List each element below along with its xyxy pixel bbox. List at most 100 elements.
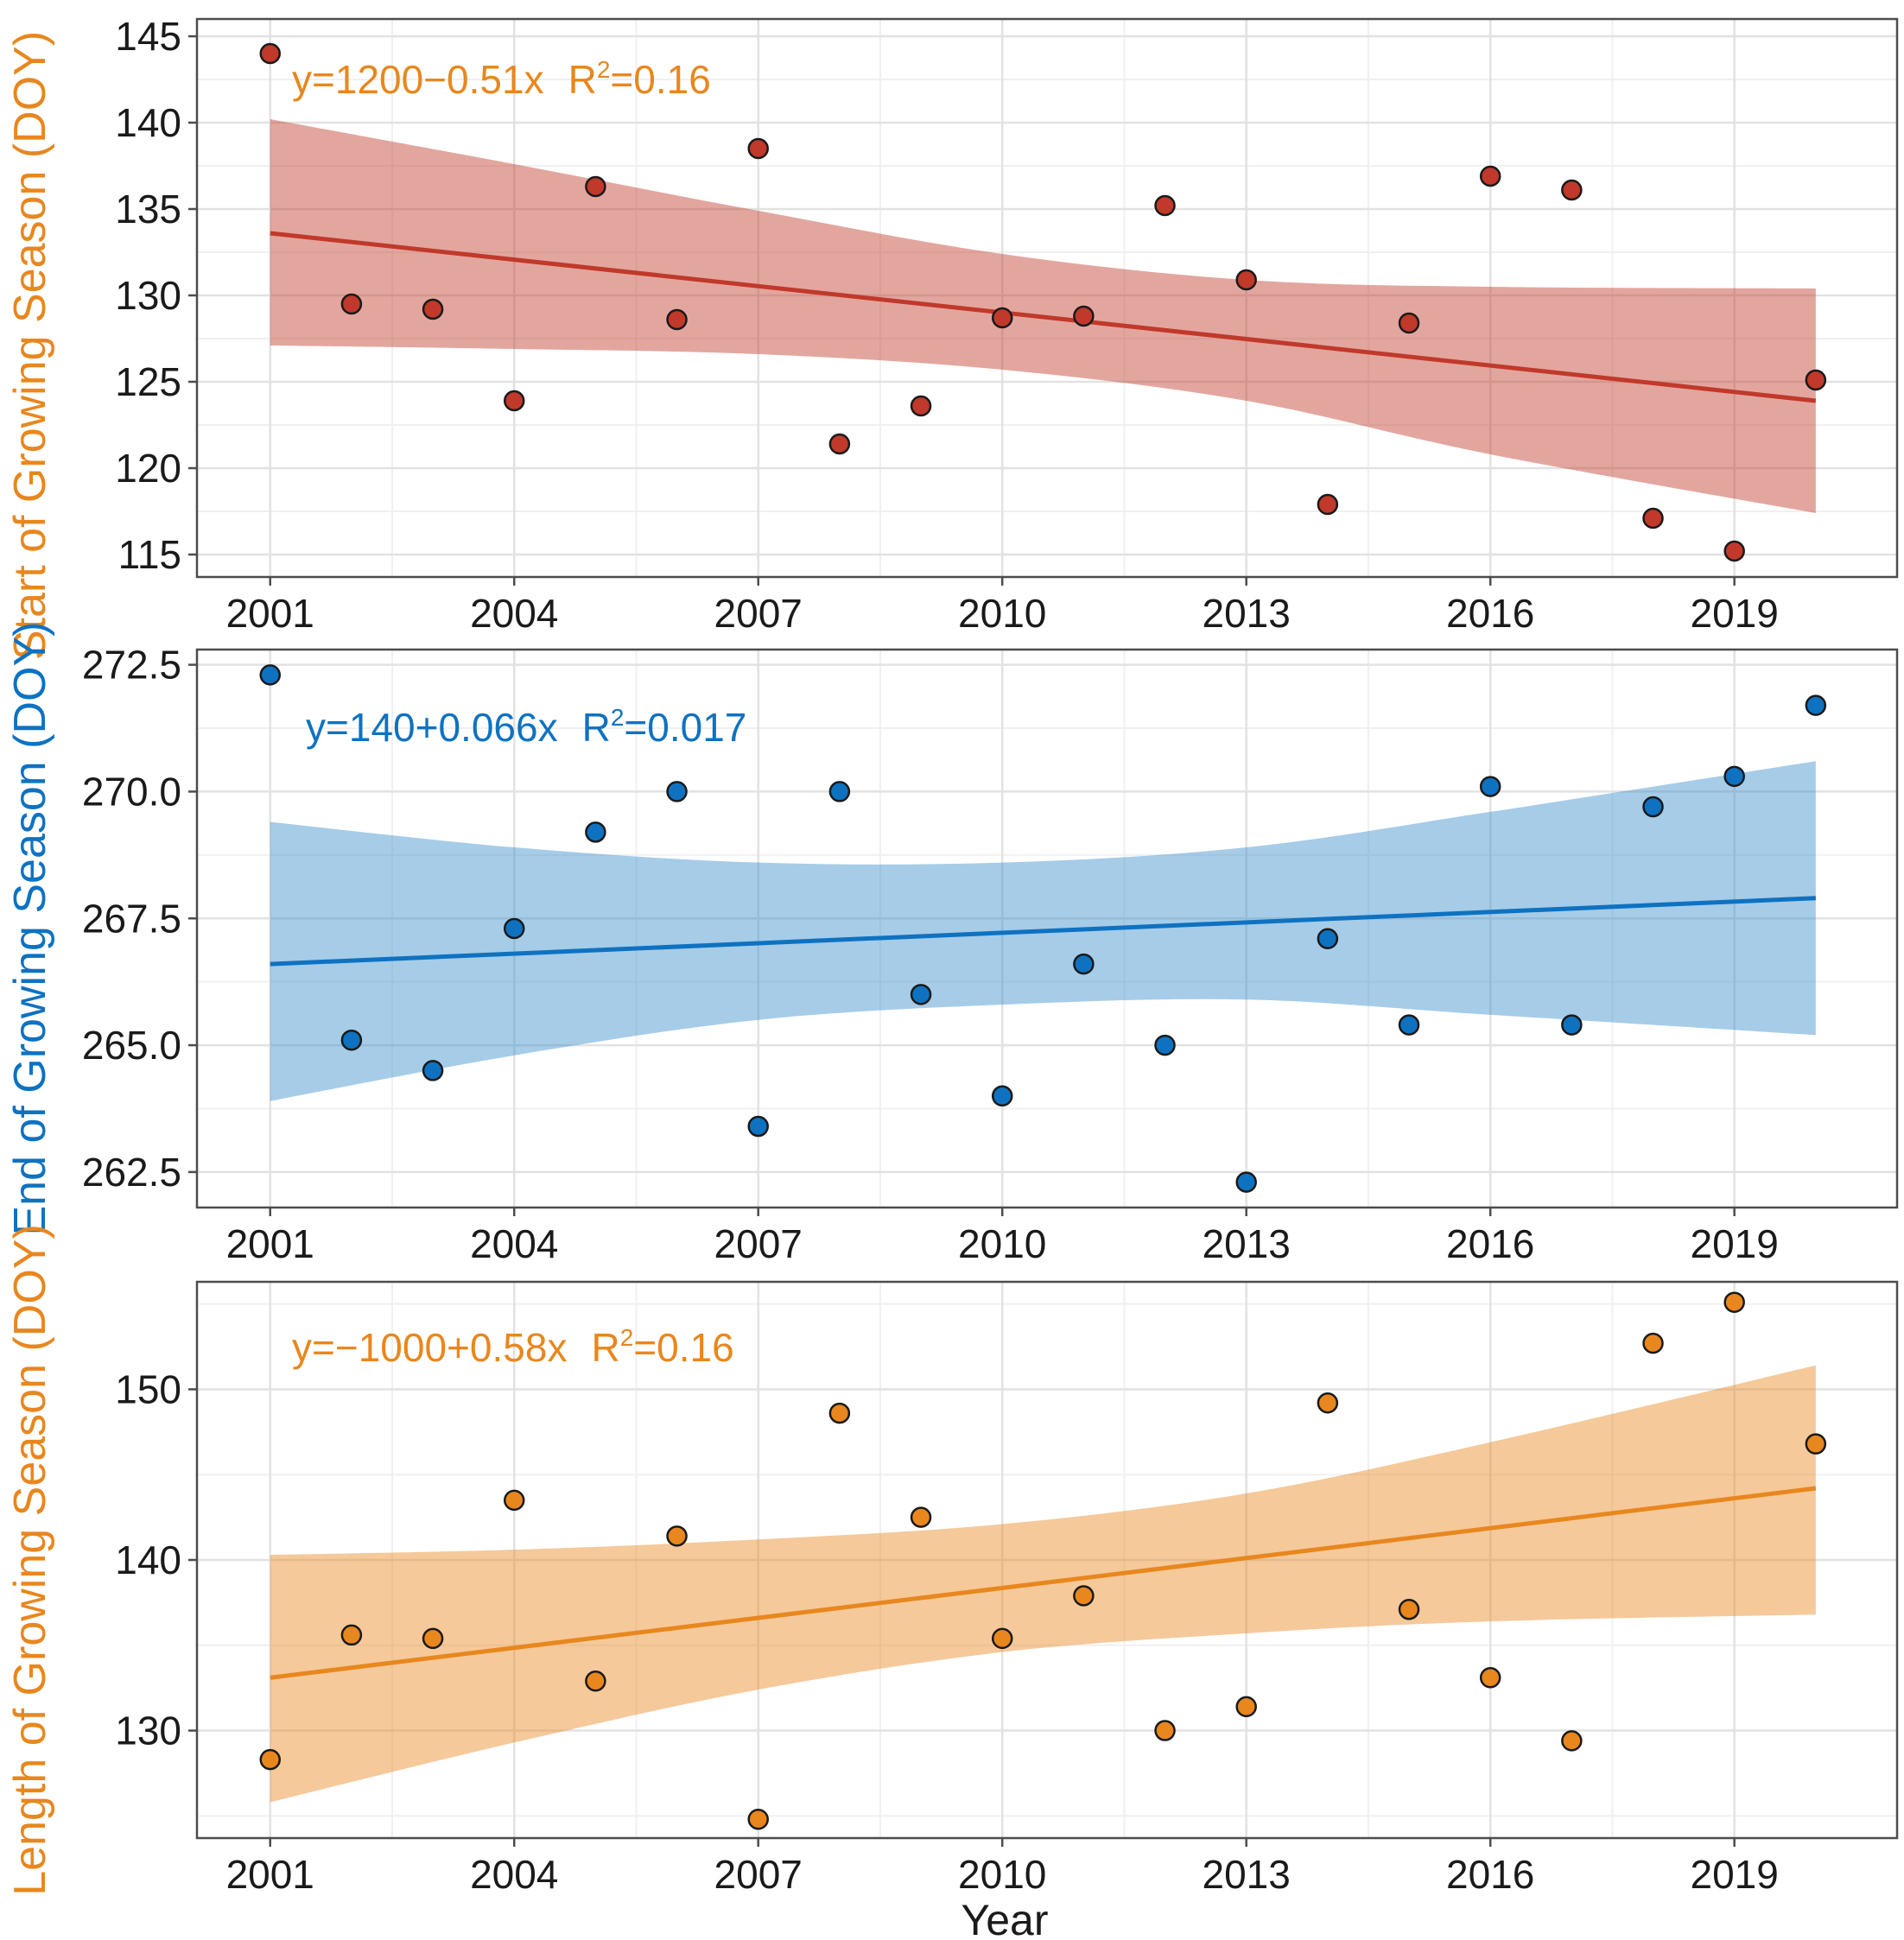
data-point [1479,1667,1501,1689]
x-tick-label: 2004 [470,1852,558,1897]
data-point [666,308,688,331]
data-point [585,1671,606,1692]
r-squared-superscript: 2 [620,1324,634,1351]
y-tick-label: 120 [115,446,181,491]
data-point [1154,194,1176,217]
data-point [1561,179,1583,201]
y-tick-label: 145 [115,14,181,59]
length-y-axis-title: Length of Growing Season (DOY) [5,1224,55,1896]
x-tick-label: 2001 [226,1221,314,1266]
data-point [259,42,281,65]
x-tick-label: 2013 [1203,1852,1291,1897]
y-tick-label: 262.5 [82,1150,181,1195]
panel-border [195,648,1899,1209]
y-tick-label: 140 [115,1537,181,1582]
r-squared-label: R [591,1325,619,1370]
r-squared-superscript: 2 [597,56,611,83]
x-tick-label: 2019 [1691,1221,1779,1266]
data-point [666,781,688,802]
x-tick-label: 2016 [1446,1852,1534,1897]
data-point [503,390,525,412]
x-tick-label: 2004 [470,1221,558,1266]
data-point [910,984,932,1005]
y-tick-label: 130 [115,273,181,318]
data-point [1398,1014,1420,1036]
data-point [828,433,851,455]
data-point [1642,507,1664,529]
data-point [503,1489,525,1512]
data-point [1235,1171,1257,1193]
x-tick-label: 2013 [1203,591,1291,636]
data-point [910,1506,932,1528]
y-tick-label: 125 [115,359,181,404]
data-point [503,917,525,940]
data-point [1479,776,1501,797]
data-point [1805,369,1827,391]
data-point [259,664,281,686]
x-tick-label: 2016 [1446,591,1534,636]
r-squared-label: R [568,57,597,102]
data-point [828,781,851,802]
y-tick-label: 150 [115,1366,181,1411]
data-point [747,137,769,160]
x-tick-label: 2007 [714,1852,803,1897]
y-tick-label: 115 [118,532,181,577]
x-tick-label: 2010 [958,591,1046,636]
data-point [1642,796,1664,818]
equation-text: y=−1000+0.58x [292,1325,567,1370]
data-point [991,1627,1013,1650]
data-point [991,1085,1013,1107]
data-point [259,1748,281,1771]
x-tick-label: 2013 [1203,1221,1291,1266]
data-point [1154,1720,1176,1741]
data-point [1073,953,1095,975]
x-tick-label: 2004 [470,591,558,636]
y-tick-label: 267.5 [82,896,181,941]
data-point [1723,540,1745,562]
data-point [1561,1014,1583,1036]
plot-area [197,19,1897,577]
r-squared-superscript: 2 [611,704,625,731]
data-point [585,175,606,198]
x-tick-label: 2001 [226,1852,314,1897]
end-y-axis-title: End of Growing Season (DOY) [5,622,55,1236]
regression-line [270,896,1816,967]
data-point [1154,1034,1176,1056]
plot-area [197,650,1897,1208]
data-point [1805,1433,1827,1455]
panel-end: End of Growing Season (DOY) 2001 2004 2007… [5,622,1899,1266]
data-point [666,1525,688,1547]
data-point [340,1624,363,1646]
data-point [1073,305,1095,327]
data-point [1723,765,1745,788]
y-tick-label: 135 [115,187,181,231]
regression-equation: y=−1000+0.58x R2=0.16 [292,1324,734,1370]
data-point [1561,1730,1583,1752]
data-point [1235,1696,1257,1718]
x-tick-label: 2001 [226,591,314,636]
data-point [1235,269,1257,291]
start-y-axis-title: Start of Growing Season (DOY) [5,31,55,660]
data-point [910,395,932,417]
panel-border [195,17,1899,579]
y-tick-label: 270.0 [82,769,181,814]
data-point [340,293,363,315]
regression-equation: y=140+0.066x R2=0.017 [306,704,746,750]
x-tick-label: 2010 [958,1221,1046,1266]
x-tick-label: 2007 [714,1221,803,1266]
x-tick-label: 2016 [1446,1221,1534,1266]
r-squared-value: =0.16 [633,1325,733,1370]
data-point [747,1809,769,1830]
data-point [1398,312,1420,334]
data-point [1398,1599,1420,1620]
data-point [585,821,606,843]
regression-line [270,231,1817,403]
data-point [1317,493,1339,516]
panel-length: Length of Growing Season (DOY) 2001 2004 2… [5,1224,1899,1897]
data-point [1642,1332,1664,1354]
data-point [422,1627,444,1650]
x-axis-title: Year [961,1896,1048,1940]
data-point [747,1115,769,1138]
data-point [1723,1291,1745,1313]
equation-text: y=1200−0.51x [292,57,544,102]
